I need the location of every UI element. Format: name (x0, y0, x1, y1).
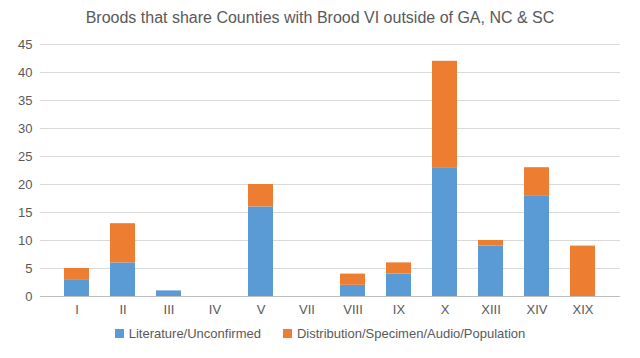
svg-text:40: 40 (18, 65, 32, 80)
svg-text:0: 0 (25, 289, 32, 304)
svg-text:V: V (257, 302, 266, 317)
svg-text:XIV: XIV (527, 302, 548, 317)
svg-text:III: III (164, 302, 175, 317)
svg-text:I: I (75, 302, 79, 317)
svg-text:45: 45 (18, 37, 32, 52)
svg-text:20: 20 (18, 177, 32, 192)
svg-text:IV: IV (209, 302, 222, 317)
svg-text:25: 25 (18, 149, 32, 164)
html-text:Distribution/Specimen/Audio/Po: Distribution/Specimen/Audio/Population (296, 325, 526, 341)
svg-text:IX: IX (393, 302, 406, 317)
svg-text:15: 15 (18, 205, 32, 220)
html-text:Literature/Unconfirmed: Literature/Unconfirmed (128, 325, 261, 341)
svg-text:II: II (119, 302, 126, 317)
svg-text:X: X (441, 302, 450, 317)
svg-text:35: 35 (18, 93, 32, 108)
svg-text:30: 30 (18, 121, 32, 136)
svg-text:5: 5 (25, 261, 32, 276)
svg-text:10: 10 (18, 233, 32, 248)
svg-text:XIX: XIX (573, 302, 594, 317)
svg-text:VIII: VIII (343, 302, 363, 317)
html-text:Broods that share Counties wit: Broods that share Counties with Brood VI… (85, 9, 555, 26)
svg-text:XIII: XIII (481, 302, 501, 317)
svg-text:VII: VII (299, 302, 315, 317)
